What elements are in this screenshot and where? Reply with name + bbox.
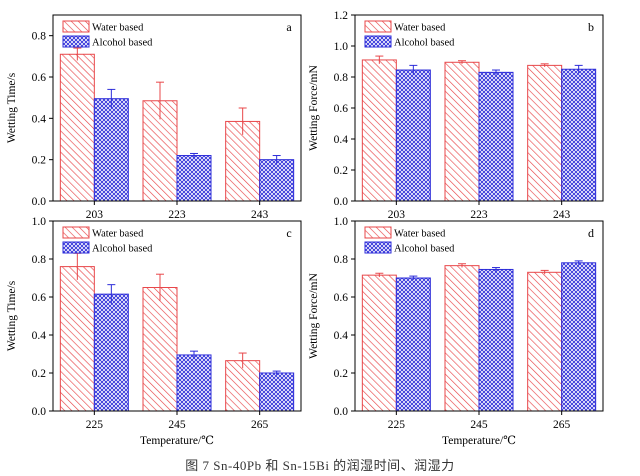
legend: Water based Alcohol based bbox=[62, 20, 153, 49]
legend-entry-alcohol: Alcohol based bbox=[394, 244, 455, 255]
plot-frame bbox=[52, 14, 302, 202]
bar-alcohol-245 bbox=[478, 268, 514, 412]
bar-alcohol-265 bbox=[259, 372, 295, 412]
bar-water-265 bbox=[225, 360, 261, 412]
legend-swatch-alcohol bbox=[62, 35, 90, 48]
legend: Water based Alcohol based bbox=[364, 20, 455, 49]
x-tick-label: 223 bbox=[470, 209, 488, 221]
bar-water-265 bbox=[527, 271, 563, 412]
chart-panel-a: 0.0 0.2 0.4 0.6 0.8 Wetting Time/s 203 223 243 a W… bbox=[6, 14, 302, 221]
bar-water-243 bbox=[527, 64, 563, 202]
y-tick-label: 0.6 bbox=[32, 292, 47, 304]
legend-swatch-water bbox=[364, 226, 392, 239]
y-tick-label: 0.2 bbox=[32, 155, 47, 167]
chart-panel-b: 0.0 0.2 0.4 0.6 0.8 1.0 1.2 Wetting Force/mN 203… bbox=[308, 10, 604, 221]
y-tick-label: 0.6 bbox=[334, 103, 349, 115]
x-tick-label: 245 bbox=[168, 419, 186, 431]
y-tick-label: 0.6 bbox=[32, 72, 47, 84]
y-tick-label: 1.0 bbox=[334, 216, 349, 228]
y-tick-label: 0.8 bbox=[32, 254, 47, 266]
bar-alcohol-223 bbox=[176, 155, 212, 202]
legend-entry-water: Water based bbox=[394, 229, 446, 240]
bar-alcohol-243 bbox=[259, 159, 295, 202]
x-tick-label: 223 bbox=[168, 209, 186, 221]
bar-alcohol-203 bbox=[93, 98, 129, 202]
y-axis-label: Wetting Force/mN bbox=[308, 64, 320, 150]
x-tick-label: 265 bbox=[553, 419, 571, 431]
x-axis-label: Temperature/℃ bbox=[442, 435, 516, 447]
panel-label: d bbox=[588, 226, 594, 240]
legend: Water based Alcohol based bbox=[62, 226, 153, 255]
bar-water-225 bbox=[59, 266, 95, 412]
legend-swatch-alcohol bbox=[364, 35, 392, 48]
y-tick-label: 0.4 bbox=[32, 113, 47, 125]
panel-label: a bbox=[286, 20, 292, 34]
bar-alcohol-223 bbox=[478, 71, 514, 202]
legend-swatch-water bbox=[62, 20, 90, 33]
bar-water-245 bbox=[444, 265, 480, 412]
bar-alcohol-225 bbox=[93, 293, 129, 412]
bar-water-245 bbox=[142, 287, 178, 412]
x-tick-label: 203 bbox=[86, 209, 104, 221]
y-tick-label: 0.0 bbox=[32, 196, 47, 208]
legend-entry-alcohol: Alcohol based bbox=[394, 38, 455, 49]
legend-swatch-alcohol bbox=[62, 241, 90, 254]
y-tick-label: 0.4 bbox=[32, 330, 47, 342]
x-tick-label: 225 bbox=[86, 419, 104, 431]
legend-swatch-alcohol bbox=[364, 241, 392, 254]
x-tick-label: 243 bbox=[553, 209, 571, 221]
figure-caption: 图 7 Sn-40Pb 和 Sn-15Bi 的润湿时间、润湿力 bbox=[185, 458, 455, 473]
y-tick-label: 1.0 bbox=[32, 216, 47, 228]
y-tick-label: 0.0 bbox=[334, 406, 349, 418]
panel-label: b bbox=[588, 20, 594, 34]
x-tick-label: 243 bbox=[251, 209, 269, 221]
legend-swatch-water bbox=[364, 20, 392, 33]
y-tick-label: 0.6 bbox=[334, 292, 349, 304]
legend: Water based Alcohol based bbox=[364, 226, 455, 255]
panel-label: c bbox=[286, 226, 291, 240]
legend-swatch-water bbox=[62, 226, 90, 239]
legend-entry-alcohol: Alcohol based bbox=[92, 244, 153, 255]
legend-entry-water: Water based bbox=[394, 23, 446, 34]
y-tick-label: 0.2 bbox=[334, 368, 349, 380]
x-tick-label: 245 bbox=[470, 419, 488, 431]
legend-entry-water: Water based bbox=[92, 229, 144, 240]
y-tick-label: 0.0 bbox=[334, 196, 349, 208]
y-tick-label: 0.8 bbox=[334, 72, 349, 84]
y-tick-label: 0.4 bbox=[334, 134, 349, 146]
plot-frame bbox=[354, 14, 604, 202]
plot-frame bbox=[354, 220, 604, 412]
bar-water-203 bbox=[361, 59, 397, 202]
bar-alcohol-203 bbox=[395, 69, 431, 202]
y-tick-label: 1.0 bbox=[334, 41, 349, 53]
bar-alcohol-245 bbox=[176, 354, 212, 412]
y-tick-label: 0.8 bbox=[32, 31, 47, 43]
y-tick-label: 0.8 bbox=[334, 254, 349, 266]
x-tick-label: 203 bbox=[388, 209, 406, 221]
x-tick-label: 225 bbox=[388, 419, 406, 431]
chart-panel-d: 0.0 0.2 0.4 0.6 0.8 1.0 Wetting Force/mN 225 245… bbox=[308, 216, 604, 447]
plot-frame bbox=[52, 220, 302, 412]
bar-water-225 bbox=[361, 274, 397, 412]
legend-entry-water: Water based bbox=[92, 23, 144, 34]
bar-alcohol-265 bbox=[561, 262, 597, 412]
y-axis-label: Wetting Time/s bbox=[6, 280, 18, 351]
y-tick-label: 1.2 bbox=[334, 10, 349, 22]
bar-water-223 bbox=[444, 61, 480, 202]
legend-entry-alcohol: Alcohol based bbox=[92, 38, 153, 49]
y-tick-label: 0.4 bbox=[334, 330, 349, 342]
x-axis-label: Temperature/℃ bbox=[140, 435, 214, 447]
y-tick-label: 0.0 bbox=[32, 406, 47, 418]
y-tick-label: 0.2 bbox=[334, 165, 349, 177]
bar-water-203 bbox=[59, 53, 95, 202]
chart-panel-c: 0.0 0.2 0.4 0.6 0.8 1.0 Wetting Time/s 225 245 26… bbox=[6, 216, 302, 447]
bar-alcohol-243 bbox=[561, 68, 597, 202]
y-axis-label: Wetting Time/s bbox=[6, 72, 18, 143]
bar-alcohol-225 bbox=[395, 277, 431, 412]
y-tick-label: 0.2 bbox=[32, 368, 47, 380]
y-axis-label: Wetting Force/mN bbox=[308, 272, 320, 358]
x-tick-label: 265 bbox=[251, 419, 269, 431]
